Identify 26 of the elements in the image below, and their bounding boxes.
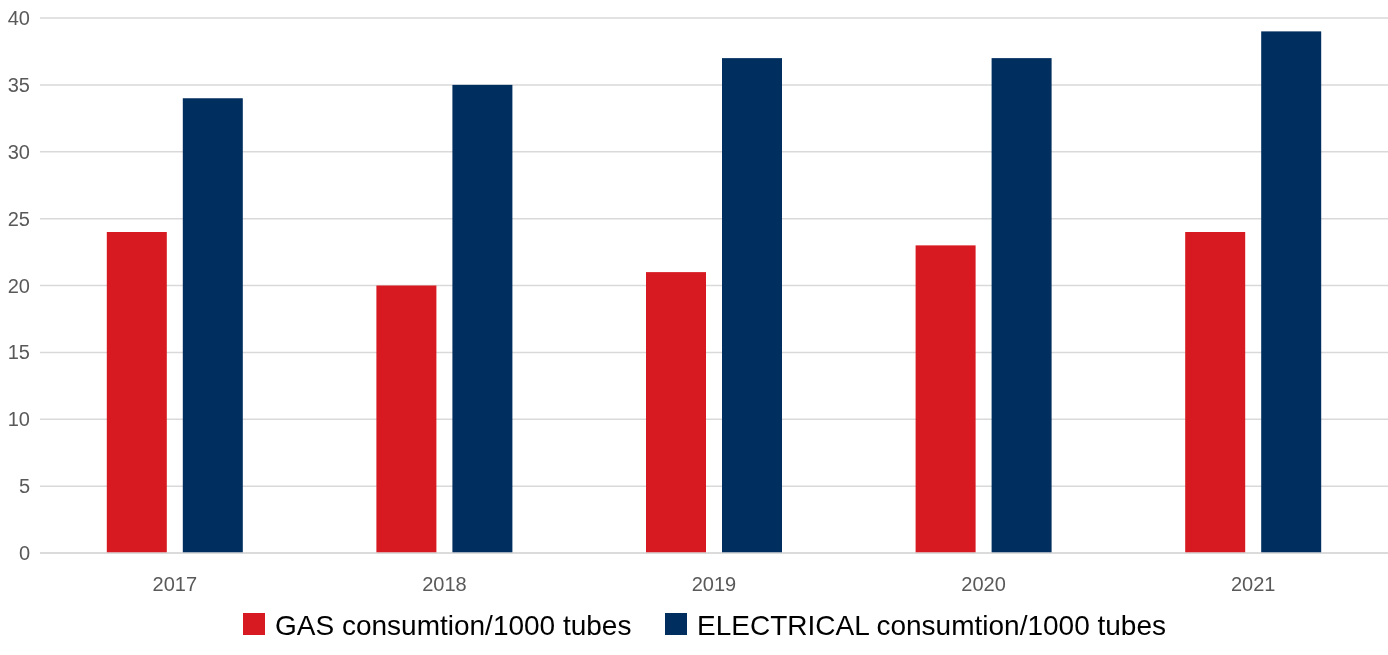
x-tick-label: 2017 <box>152 573 198 595</box>
x-tick-label: 2021 <box>1230 573 1276 595</box>
legend-label: GAS consumtion/1000 tubes <box>275 610 632 641</box>
y-tick-label: 15 <box>7 341 30 364</box>
bar <box>452 84 513 553</box>
y-tick-label: 35 <box>7 73 30 96</box>
bar <box>991 58 1052 553</box>
x-tick-label: 2018 <box>422 573 467 595</box>
bar <box>106 232 167 553</box>
legend-label: ELECTRICAL consumtion/1000 tubes <box>697 610 1166 641</box>
bar <box>646 272 706 553</box>
y-tick-label: 0 <box>18 542 30 564</box>
bar <box>915 245 976 553</box>
bar <box>1185 232 1246 553</box>
bar <box>1261 31 1322 553</box>
y-tick-label: 10 <box>7 408 30 431</box>
y-tick-label: 30 <box>7 140 30 163</box>
y-tick-label: 5 <box>18 475 30 498</box>
x-tick-label: 2019 <box>691 573 737 595</box>
bar <box>722 58 782 553</box>
y-tick-label: 40 <box>7 7 30 29</box>
bar <box>376 285 437 553</box>
x-tick-label: 2020 <box>961 573 1006 595</box>
y-tick-label: 25 <box>7 207 30 230</box>
bar <box>182 98 243 553</box>
y-tick-label: 20 <box>7 274 30 297</box>
